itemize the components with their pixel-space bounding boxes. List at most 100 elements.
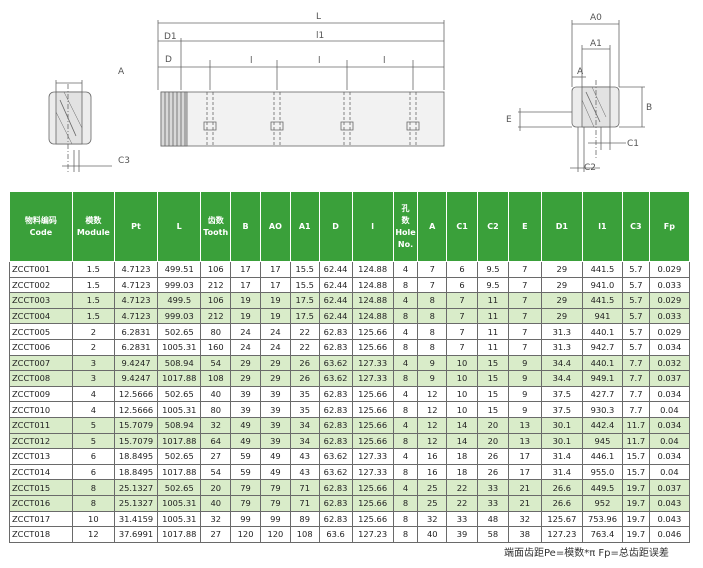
table-cell: 32 [417, 510, 448, 528]
table-cell: 7.7 [622, 401, 650, 418]
table-cell: 442.4 [581, 416, 624, 434]
end-view-right [518, 20, 645, 172]
table-cell: 4.7123 [113, 307, 159, 325]
table-cell: 8 [71, 494, 115, 512]
table-cell: 9.4247 [113, 370, 159, 387]
table-cell: 26 [289, 354, 320, 372]
table-cell: 0.032 [648, 354, 691, 372]
table-cell: 0.034 [648, 416, 691, 434]
table-cell: 7.7 [622, 354, 650, 372]
table-cell: 29 [230, 354, 261, 372]
table-cell: 942.7 [581, 338, 624, 356]
table-cell: 24 [259, 338, 291, 356]
table-cell: 26 [289, 370, 320, 387]
table-cell: 9 [417, 354, 448, 372]
table-cell: 99 [259, 510, 291, 528]
table-cell: 38 [507, 526, 542, 543]
table-cell: 212 [200, 276, 232, 294]
table-cell: 39 [230, 401, 261, 418]
table-cell: 6 [71, 448, 115, 465]
table-cell: 124.88 [351, 292, 394, 309]
table-cell: 5.7 [622, 261, 650, 278]
dim-label-D1: D1 [164, 32, 177, 42]
column-header: l [351, 191, 394, 262]
table-cell: 6 [446, 261, 478, 278]
table-cell: 71 [289, 494, 320, 512]
table-cell: 4 [392, 479, 419, 496]
table-cell: 79 [259, 479, 291, 496]
column-header: 齿数 Tooth [200, 191, 232, 262]
table-cell: 37.5 [540, 385, 583, 403]
table-cell: 29 [540, 276, 583, 294]
table-row: ZCCT015 8 25.1327 502.65 20 79 79 71 62.83 125.66… [9, 479, 691, 496]
column-header: 物料编码 Code [9, 191, 73, 262]
dim-label-L: L [316, 12, 321, 22]
table-row: ZCCT009 4 12.5666 502.65 40 39 39 35 62.83 125.66… [9, 385, 691, 403]
table-cell: 8 [392, 432, 419, 450]
table-cell: 49 [230, 416, 261, 434]
table-cell: 4 [392, 292, 419, 309]
column-header: Fp [648, 191, 691, 262]
table-cell: ZCCT018 [9, 526, 73, 543]
table-cell: 27 [200, 448, 232, 465]
table-cell: 27 [200, 526, 232, 543]
table-cell: 11 [477, 338, 509, 356]
table-row: ZCCT005 2 6.2831 502.65 80 24 24 22 62.83 125.66 4… [9, 323, 691, 340]
table-cell: ZCCT008 [9, 370, 73, 387]
table-cell: 24 [259, 323, 291, 340]
table-cell: 62.83 [318, 401, 353, 418]
table-cell: 0.04 [648, 401, 691, 418]
table-cell: 5 [71, 416, 115, 434]
table-cell: 8 [392, 526, 419, 543]
table-cell: 949.1 [581, 370, 624, 387]
table-cell: 54 [200, 463, 232, 481]
table-cell: ZCCT013 [9, 448, 73, 465]
table-cell: 4 [392, 416, 419, 434]
table-cell: 8 [392, 494, 419, 512]
table-cell: 1017.88 [157, 463, 202, 481]
table-cell: 0.029 [648, 292, 691, 309]
table-cell: 29 [540, 307, 583, 325]
table-cell: 13 [507, 416, 542, 434]
table-cell: ZCCT003 [9, 292, 73, 309]
table-cell: 2 [71, 323, 115, 340]
column-header: C1 [446, 191, 478, 262]
table-cell: 63.62 [318, 463, 353, 481]
table-cell: 18 [446, 463, 478, 481]
dim-label-l-2: l [318, 56, 321, 66]
table-cell: 7 [417, 261, 448, 278]
table-cell: 7 [507, 307, 542, 325]
column-header: D [318, 191, 353, 262]
table-cell: 4.7123 [113, 261, 159, 278]
table-cell: 20 [477, 432, 509, 450]
table-cell: 1005.31 [157, 510, 202, 528]
table-cell: 8 [392, 338, 419, 356]
table-cell: 25.1327 [113, 479, 159, 496]
table-cell: 62.83 [318, 338, 353, 356]
table-cell: 19.7 [622, 510, 650, 528]
table-cell: 11 [477, 307, 509, 325]
table-row: ZCCT012 5 15.7079 1017.88 64 49 39 34 62.83 125.6… [9, 432, 691, 450]
table-cell: 14 [446, 416, 478, 434]
table-cell: 7 [446, 338, 478, 356]
table-cell: 124.88 [351, 276, 394, 294]
table-cell: 127.33 [351, 354, 394, 372]
table-cell: 25 [417, 494, 448, 512]
table-cell: 502.65 [157, 385, 202, 403]
table-cell: 7 [417, 276, 448, 294]
table-row: ZCCT001 1.5 4.7123 499.51 106 17 17 15.5 62.44 12… [9, 261, 691, 278]
table-cell: 11 [477, 292, 509, 309]
table-cell: 15.7079 [113, 416, 159, 434]
table-cell: 12 [417, 432, 448, 450]
table-cell: 0.037 [648, 479, 691, 496]
table-cell: ZCCT015 [9, 479, 73, 496]
table-row: ZCCT008 3 9.4247 1017.88 108 29 29 26 63.62 127.3… [9, 370, 691, 387]
table-cell: 22 [289, 338, 320, 356]
table-cell: 32 [507, 510, 542, 528]
table-cell: 29 [230, 370, 261, 387]
table-cell: 106 [200, 261, 232, 278]
table-cell: 1005.31 [157, 494, 202, 512]
table-cell: 15.7079 [113, 432, 159, 450]
table-cell: 9 [507, 401, 542, 418]
table-cell: 0.037 [648, 370, 691, 387]
